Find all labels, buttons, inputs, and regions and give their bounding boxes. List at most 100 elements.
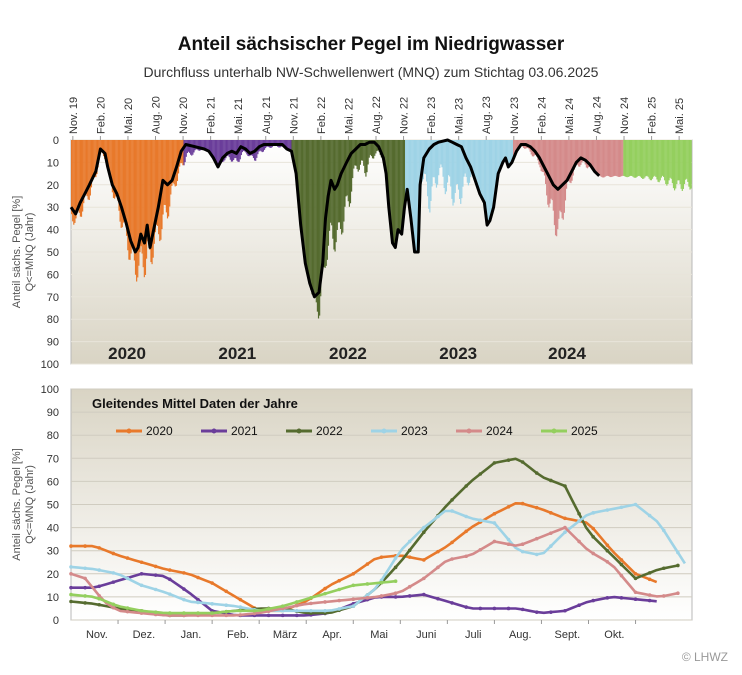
daily-bar bbox=[153, 140, 155, 244]
daily-bar bbox=[78, 140, 80, 213]
daily-bar bbox=[546, 140, 548, 196]
daily-bar bbox=[615, 140, 617, 176]
daily-bar bbox=[382, 140, 385, 160]
series-point bbox=[139, 572, 144, 576]
series-point bbox=[506, 505, 511, 509]
daily-bar bbox=[589, 140, 591, 166]
series-point bbox=[379, 555, 384, 559]
daily-bar bbox=[650, 140, 653, 181]
series-point bbox=[549, 531, 553, 535]
daily-bar bbox=[71, 140, 73, 215]
legend-marker bbox=[466, 428, 472, 434]
daily-bar bbox=[659, 140, 661, 181]
daily-bar bbox=[214, 140, 216, 162]
bottom-ytick-label: 100 bbox=[41, 384, 59, 396]
daily-bar bbox=[588, 140, 590, 168]
daily-bar bbox=[499, 140, 502, 172]
daily-bar bbox=[683, 140, 686, 185]
series-point bbox=[450, 540, 454, 545]
daily-bar bbox=[636, 140, 638, 177]
daily-bar bbox=[212, 140, 214, 157]
daily-bar bbox=[304, 140, 306, 260]
bottom-xtick-label: Apr. bbox=[322, 629, 342, 641]
bottom-xtick-label: März bbox=[273, 629, 297, 641]
series-point bbox=[83, 576, 87, 581]
top-xtick-label: Feb. 23 bbox=[426, 97, 438, 134]
daily-bar bbox=[433, 140, 435, 178]
daily-bar bbox=[308, 140, 310, 277]
series-point bbox=[450, 601, 454, 605]
series-point bbox=[633, 576, 638, 581]
daily-bar bbox=[440, 140, 442, 165]
daily-bar bbox=[471, 140, 473, 173]
series-point bbox=[337, 607, 341, 611]
daily-bar bbox=[687, 140, 689, 182]
daily-bar bbox=[158, 140, 160, 235]
daily-bar bbox=[675, 140, 677, 189]
year-label: 2024 bbox=[548, 344, 586, 363]
daily-bar bbox=[283, 140, 285, 148]
daily-bar bbox=[143, 140, 145, 278]
daily-bar bbox=[690, 140, 692, 189]
daily-bar bbox=[347, 140, 349, 202]
series-point bbox=[83, 566, 87, 571]
daily-bar bbox=[388, 140, 390, 206]
daily-bar bbox=[468, 140, 471, 183]
series-point bbox=[210, 581, 214, 585]
daily-bar bbox=[134, 140, 137, 275]
series-point bbox=[478, 606, 483, 611]
series-point bbox=[647, 577, 652, 582]
daily-bar bbox=[185, 140, 187, 157]
series-point bbox=[139, 560, 144, 565]
daily-bar bbox=[373, 140, 375, 159]
series-point bbox=[422, 576, 426, 581]
daily-bar bbox=[190, 140, 192, 155]
series-point bbox=[633, 572, 638, 576]
bottom-xtick-label: Juni bbox=[416, 629, 436, 641]
bottom-xtick-label: Okt. bbox=[604, 629, 624, 641]
daily-bar bbox=[560, 140, 562, 213]
top-xtick-label: Aug. 24 bbox=[591, 96, 603, 134]
daily-bar bbox=[411, 140, 413, 227]
daily-bar bbox=[569, 140, 571, 183]
series-point bbox=[450, 498, 454, 502]
daily-bar bbox=[627, 140, 629, 177]
legend-marker bbox=[211, 428, 217, 434]
series-point bbox=[478, 472, 483, 476]
series-point bbox=[605, 543, 610, 547]
series-point bbox=[393, 565, 398, 570]
daily-bar bbox=[387, 140, 389, 191]
daily-bar bbox=[617, 140, 619, 177]
daily-bar bbox=[634, 140, 636, 178]
daily-bar bbox=[487, 140, 489, 225]
daily-bar bbox=[171, 140, 173, 186]
daily-bar bbox=[533, 140, 536, 156]
daily-bar bbox=[635, 140, 637, 178]
daily-bar bbox=[559, 140, 561, 211]
daily-bar bbox=[223, 140, 225, 162]
daily-bar bbox=[631, 140, 633, 176]
daily-bar bbox=[449, 140, 451, 177]
daily-bar bbox=[228, 140, 230, 158]
series-point bbox=[182, 611, 186, 615]
series-point bbox=[224, 589, 229, 594]
daily-bar bbox=[198, 140, 201, 151]
series-point bbox=[633, 502, 638, 507]
series-point bbox=[295, 613, 299, 618]
series-point bbox=[111, 602, 116, 607]
series-point bbox=[337, 587, 341, 592]
daily-bar bbox=[657, 140, 659, 182]
series-point bbox=[224, 603, 229, 608]
daily-bar bbox=[139, 140, 141, 253]
daily-bar bbox=[606, 140, 608, 176]
series-point bbox=[407, 584, 412, 589]
year-label: 2022 bbox=[329, 344, 367, 363]
bottom-ytick-label: 30 bbox=[47, 546, 59, 558]
daily-bar bbox=[116, 140, 118, 196]
daily-bar bbox=[445, 140, 448, 192]
daily-bar bbox=[416, 140, 418, 253]
daily-bar bbox=[472, 140, 474, 172]
series-point bbox=[436, 565, 440, 570]
bottom-ytick-label: 70 bbox=[47, 453, 59, 465]
daily-bar bbox=[107, 140, 109, 167]
